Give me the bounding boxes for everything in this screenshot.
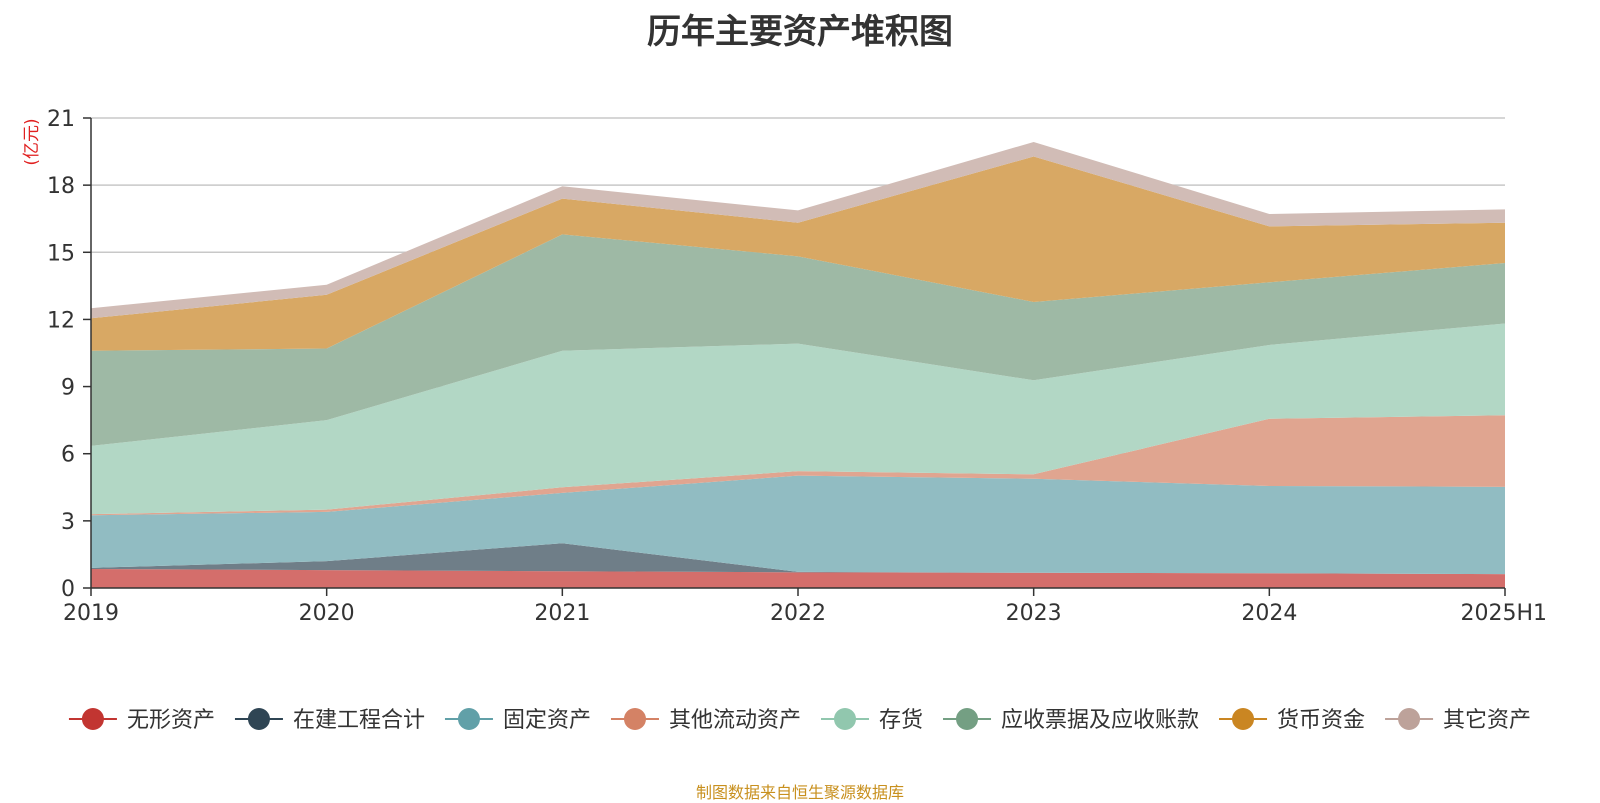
- x-tick-label: 2022: [770, 601, 826, 626]
- legend-marker: [457, 708, 480, 730]
- x-tick-label: 2021: [534, 601, 590, 626]
- x-tick-label: 2024: [1241, 601, 1297, 626]
- legend-label: 其它资产: [1443, 708, 1531, 733]
- area-在建工程合计: [91, 543, 1505, 575]
- legend-item[interactable]: 在建工程合计: [234, 708, 425, 733]
- legend-item[interactable]: 存货: [821, 708, 923, 733]
- y-tick-label: 21: [47, 107, 75, 132]
- source-note: 制图数据来自恒生聚源数据库: [695, 783, 904, 802]
- y-tick-label: 12: [47, 308, 75, 333]
- legend-item[interactable]: 货币资金: [1219, 708, 1365, 733]
- legend-label: 在建工程合计: [293, 708, 425, 733]
- area-存货: [91, 323, 1505, 515]
- legend-item[interactable]: 无形资产: [68, 708, 215, 733]
- legend-label: 应收票据及应收账款: [1001, 708, 1199, 733]
- legend-item[interactable]: 应收票据及应收账款: [943, 708, 1199, 733]
- area-无形资产: [91, 568, 1505, 588]
- legend-item[interactable]: 其它资产: [1385, 708, 1531, 733]
- axes: 0 3 6 9 12 15 18 21 2019 2020 2021 2022 2023 2024 2025…: [47, 107, 1547, 626]
- area-应收票据及应收账款: [91, 234, 1505, 446]
- area-其他流动资产: [91, 415, 1505, 516]
- legend-label: 货币资金: [1277, 708, 1365, 733]
- legend-marker: [1398, 708, 1421, 730]
- legend-marker: [247, 708, 270, 730]
- legend-marker: [623, 708, 646, 730]
- legend-item[interactable]: 其他流动资产: [610, 708, 801, 733]
- x-tick-label: 2023: [1006, 601, 1062, 626]
- y-tick-label: 15: [47, 241, 75, 266]
- legend-marker: [81, 708, 104, 730]
- legend-label: 其他流动资产: [669, 708, 801, 733]
- y-tick-label: 3: [61, 510, 75, 535]
- y-tick-label: 0: [61, 577, 75, 602]
- y-axis-unit-label: (亿元): [22, 118, 42, 165]
- area-货币资金: [91, 156, 1505, 351]
- chart-title: 历年主要资产堆积图: [647, 12, 953, 52]
- legend-marker: [956, 708, 979, 730]
- x-tick-label: 2025H1: [1460, 601, 1547, 626]
- legend-marker: [834, 708, 856, 730]
- legend[interactable]: 无形资产 在建工程合计 固定资产 其他流动资产 存货 应收票据及应收账款 货币资金 其它资产: [68, 708, 1531, 733]
- y-tick-label: 18: [47, 174, 75, 199]
- legend-label: 固定资产: [503, 708, 591, 733]
- legend-label: 存货: [879, 708, 923, 733]
- y-tick-label: 9: [61, 376, 75, 401]
- x-tick-label: 2020: [299, 601, 355, 626]
- legend-marker: [1232, 708, 1255, 730]
- legend-item[interactable]: 固定资产: [444, 708, 591, 733]
- y-tick-label: 6: [61, 443, 75, 468]
- area-固定资产: [91, 475, 1505, 575]
- x-tick-label: 2019: [63, 601, 119, 626]
- area-其它资产: [91, 141, 1505, 319]
- legend-label: 无形资产: [127, 708, 215, 733]
- area-series: [91, 141, 1505, 588]
